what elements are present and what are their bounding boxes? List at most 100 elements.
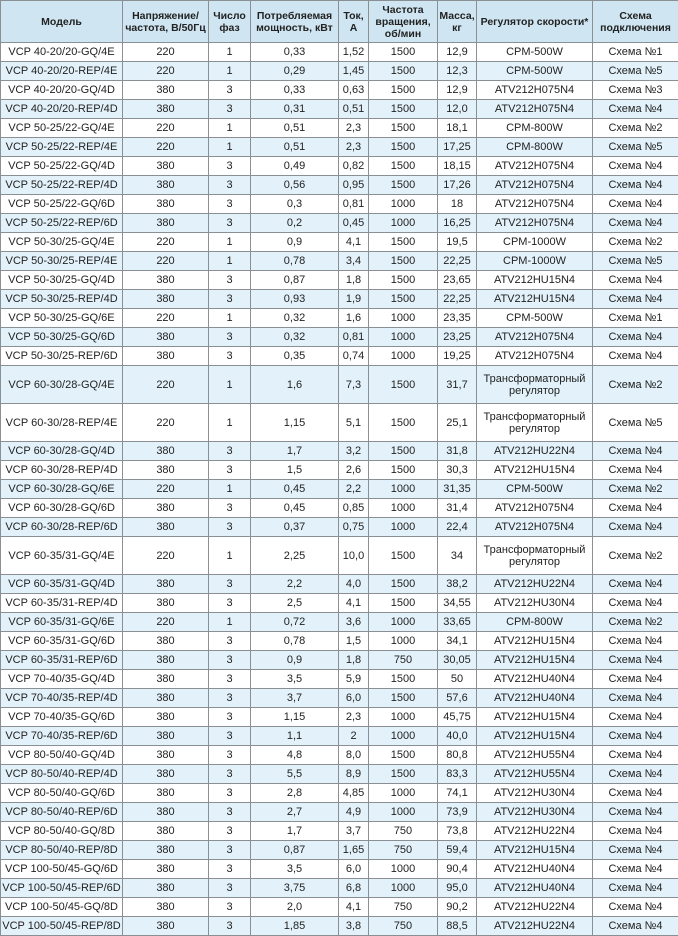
table-row: VCP 50-30/25-GQ/6D 380 3 0,32 0,81 1000 23,25 A… <box>0 327 678 347</box>
cell-voltage: 380 <box>122 460 209 480</box>
cell-model: VCP 80-50/40-REP/4D <box>0 764 123 784</box>
cell-phases: 1 <box>208 61 251 81</box>
cell-mass: 57,6 <box>437 688 477 708</box>
cell-regulator: ATV212HU40N4 <box>476 669 593 689</box>
cell-regulator: ATV212HU22N4 <box>476 441 593 461</box>
cell-mass: 31,4 <box>437 498 477 518</box>
cell-phases: 1 <box>208 479 251 499</box>
cell-regulator: ATV212HU15N4 <box>476 631 593 651</box>
cell-mass: 88,5 <box>437 916 477 936</box>
cell-regulator: ATV212HU15N4 <box>476 840 593 860</box>
cell-scheme: Схема №4 <box>592 707 678 727</box>
cell-speed: 1500 <box>368 688 438 708</box>
cell-regulator: ATV212H075N4 <box>476 99 593 119</box>
table-row: VCP 60-30/28-REP/6D 380 3 0,37 0,75 1000 22,4 A… <box>0 517 678 537</box>
cell-power: 0,49 <box>250 156 339 176</box>
cell-speed: 1500 <box>368 251 438 271</box>
table-row: VCP 60-35/31-GQ/6D 380 3 0,78 1,5 1000 34,1 ATV… <box>0 631 678 651</box>
cell-mass: 25,1 <box>437 403 477 442</box>
cell-current: 1,8 <box>338 270 369 290</box>
cell-regulator: ATV212HU22N4 <box>476 574 593 594</box>
cell-phases: 3 <box>208 821 251 841</box>
cell-voltage: 380 <box>122 688 209 708</box>
cell-scheme: Схема №4 <box>592 175 678 195</box>
cell-phases: 1 <box>208 42 251 62</box>
cell-regulator: ATV212HU22N4 <box>476 916 593 936</box>
cell-current: 4,1 <box>338 593 369 613</box>
cell-phases: 3 <box>208 669 251 689</box>
cell-regulator: ATV212H075N4 <box>476 156 593 176</box>
cell-voltage: 380 <box>122 574 209 594</box>
cell-voltage: 380 <box>122 878 209 898</box>
cell-speed: 1500 <box>368 289 438 309</box>
cell-voltage: 380 <box>122 707 209 727</box>
cell-mass: 22,25 <box>437 289 477 309</box>
header-current: Ток, А <box>338 0 369 43</box>
cell-scheme: Схема №4 <box>592 669 678 689</box>
cell-scheme: Схема №5 <box>592 137 678 157</box>
cell-mass: 95,0 <box>437 878 477 898</box>
cell-mass: 34 <box>437 536 477 575</box>
cell-speed: 750 <box>368 916 438 936</box>
cell-model: VCP 100-50/45-REP/6D <box>0 878 123 898</box>
cell-model: VCP 60-30/28-REP/6D <box>0 517 123 537</box>
cell-phases: 3 <box>208 574 251 594</box>
cell-current: 0,63 <box>338 80 369 100</box>
cell-regulator: CPM-800W <box>476 612 593 632</box>
cell-regulator: ATV212HU55N4 <box>476 764 593 784</box>
cell-mass: 22,4 <box>437 517 477 537</box>
cell-mass: 23,35 <box>437 308 477 328</box>
cell-phases: 3 <box>208 517 251 537</box>
cell-power: 2,2 <box>250 574 339 594</box>
cell-scheme: Схема №4 <box>592 726 678 746</box>
cell-power: 0,3 <box>250 194 339 214</box>
cell-speed: 1500 <box>368 232 438 252</box>
cell-voltage: 380 <box>122 897 209 917</box>
cell-current: 2,3 <box>338 707 369 727</box>
cell-power: 0,37 <box>250 517 339 537</box>
cell-regulator: ATV212HU30N4 <box>476 783 593 803</box>
cell-speed: 1000 <box>368 612 438 632</box>
cell-mass: 22,25 <box>437 251 477 271</box>
cell-scheme: Схема №4 <box>592 688 678 708</box>
table-row: VCP 60-35/31-GQ/4E 220 1 2,25 10,0 1500 34 Тран… <box>0 536 678 575</box>
table-row: VCP 50-25/22-GQ/4D 380 3 0,49 0,82 1500 18,15 A… <box>0 156 678 176</box>
cell-voltage: 220 <box>122 61 209 81</box>
cell-model: VCP 100-50/45-GQ/6D <box>0 859 123 879</box>
table-row: VCP 70-40/35-REP/4D 380 3 3,7 6,0 1500 57,6 ATV… <box>0 688 678 708</box>
cell-scheme: Схема №2 <box>592 536 678 575</box>
cell-regulator: ATV212HU40N4 <box>476 878 593 898</box>
cell-current: 0,81 <box>338 194 369 214</box>
cell-phases: 3 <box>208 707 251 727</box>
cell-mass: 33,65 <box>437 612 477 632</box>
cell-mass: 31,7 <box>437 365 477 404</box>
cell-model: VCP 80-50/40-GQ/8D <box>0 821 123 841</box>
table-row: VCP 60-30/28-GQ/4E 220 1 1,6 7,3 1500 31,7 Тран… <box>0 365 678 404</box>
cell-current: 5,9 <box>338 669 369 689</box>
cell-voltage: 220 <box>122 308 209 328</box>
cell-current: 2,3 <box>338 137 369 157</box>
cell-scheme: Схема №4 <box>592 821 678 841</box>
cell-mass: 18,1 <box>437 118 477 138</box>
cell-speed: 1500 <box>368 137 438 157</box>
cell-current: 2,6 <box>338 460 369 480</box>
table-row: VCP 50-25/22-REP/4D 380 3 0,56 0,95 1500 17,26… <box>0 175 678 195</box>
cell-scheme: Схема №4 <box>592 498 678 518</box>
table-row: VCP 40-20/20-GQ/4E 220 1 0,33 1,52 1500 12,9 CP… <box>0 42 678 62</box>
cell-voltage: 380 <box>122 916 209 936</box>
cell-regulator: ATV212H075N4 <box>476 175 593 195</box>
cell-mass: 40,0 <box>437 726 477 746</box>
cell-speed: 1500 <box>368 403 438 442</box>
cell-phases: 1 <box>208 612 251 632</box>
cell-scheme: Схема №4 <box>592 194 678 214</box>
table-row: VCP 80-50/40-REP/6D 380 3 2,7 4,9 1000 73,9 ATV… <box>0 802 678 822</box>
table-row: VCP 80-50/40-REP/4D 380 3 5,5 8,9 1500 83,3 ATV… <box>0 764 678 784</box>
cell-model: VCP 70-40/35-REP/4D <box>0 688 123 708</box>
table-row: VCP 40-20/20-REP/4E 220 1 0,29 1,45 1500 12,3 C… <box>0 61 678 81</box>
cell-regulator: CPM-500W <box>476 61 593 81</box>
table-row: VCP 40-20/20-REP/4D 380 3 0,31 0,51 1500 12,0 A… <box>0 99 678 119</box>
cell-voltage: 380 <box>122 327 209 347</box>
cell-current: 1,8 <box>338 650 369 670</box>
cell-phases: 1 <box>208 232 251 252</box>
cell-scheme: Схема №5 <box>592 251 678 271</box>
